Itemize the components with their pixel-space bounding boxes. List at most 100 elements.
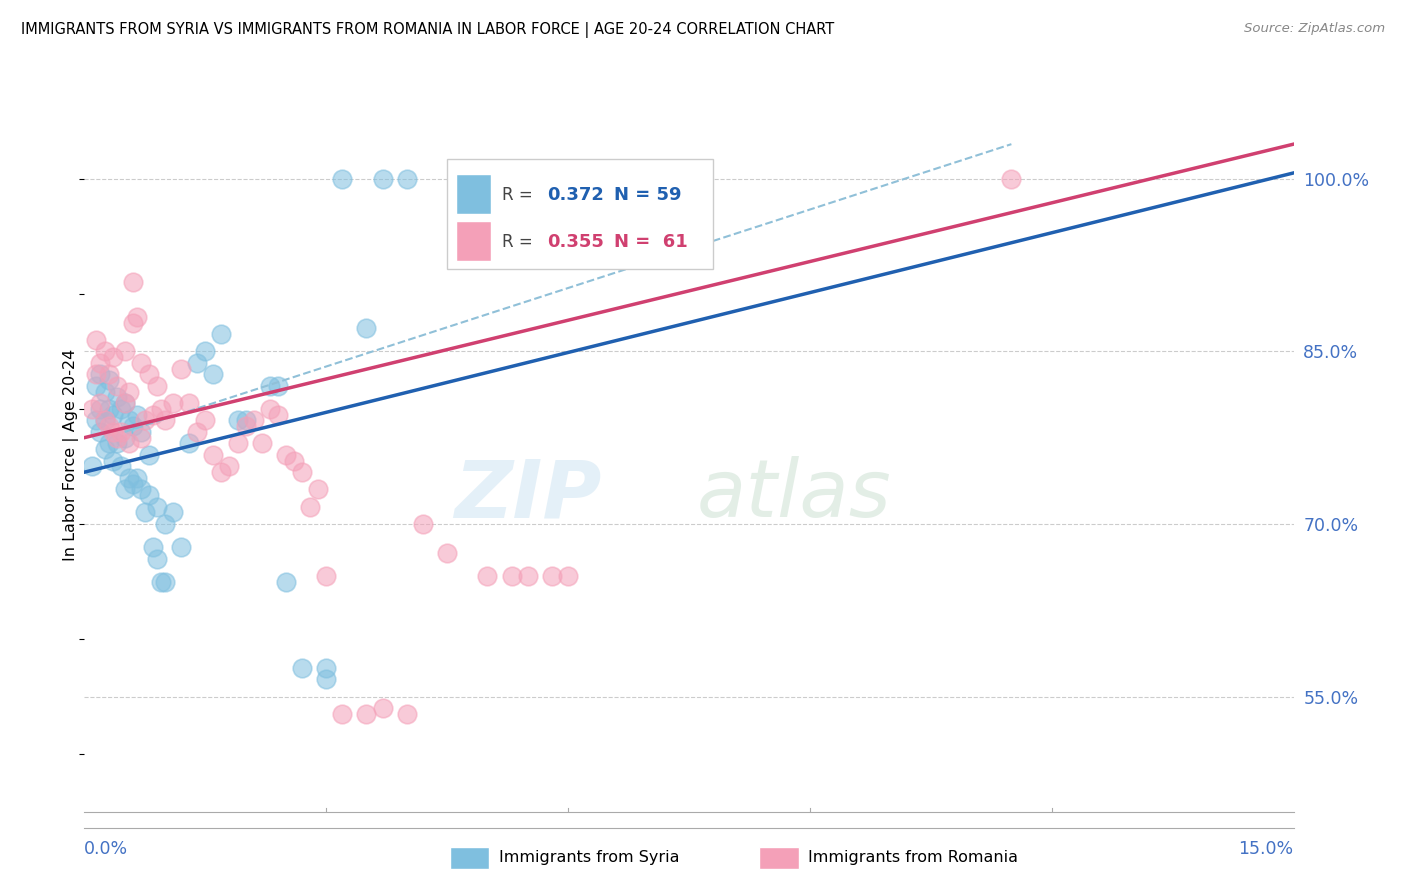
Point [129, 431, 152, 445]
Point [110, 425, 132, 439]
Y-axis label: In Labor Force | Age 20-24: In Labor Force | Age 20-24 [63, 349, 79, 561]
Point [86, 413, 108, 427]
Text: Immigrants from Syria: Immigrants from Syria [499, 850, 679, 864]
Point [105, 436, 128, 450]
Point [501, 568, 523, 582]
Point [291, 661, 314, 675]
Text: 0.355: 0.355 [547, 233, 605, 251]
Point [129, 356, 152, 370]
Point [114, 431, 136, 445]
Point [114, 396, 136, 410]
Point [557, 568, 579, 582]
Point [541, 568, 564, 582]
Point [477, 568, 499, 582]
Point [218, 459, 240, 474]
Point [86, 379, 108, 393]
Bar [457, 175, 491, 214]
Point [101, 425, 124, 439]
Point [138, 368, 160, 382]
Point [162, 396, 184, 410]
Point [129, 425, 152, 439]
Point [97, 436, 120, 450]
Point [114, 483, 136, 497]
Text: ZIP: ZIP [454, 456, 602, 534]
Point [356, 706, 378, 721]
Point [202, 448, 225, 462]
Point [162, 506, 184, 520]
Point [209, 327, 232, 342]
Point [129, 483, 152, 497]
Point [105, 379, 128, 393]
Point [436, 546, 458, 560]
Point [89, 425, 111, 439]
Point [242, 413, 264, 427]
Point [330, 706, 353, 721]
Point [330, 171, 353, 186]
Point [209, 465, 232, 479]
Point [146, 551, 169, 566]
Point [371, 171, 394, 186]
Point [259, 401, 281, 416]
Point [291, 465, 314, 479]
Point [125, 471, 148, 485]
Point [97, 401, 120, 416]
Point [138, 448, 160, 462]
Text: N =  61: N = 61 [614, 233, 688, 251]
Point [110, 401, 132, 416]
Text: IMMIGRANTS FROM SYRIA VS IMMIGRANTS FROM ROMANIA IN LABOR FORCE | AGE 20-24 CORR: IMMIGRANTS FROM SYRIA VS IMMIGRANTS FROM… [21, 22, 834, 38]
Point [93, 413, 115, 427]
Point [101, 350, 124, 364]
Point [153, 516, 176, 531]
Point [93, 442, 115, 457]
Point [395, 706, 418, 721]
Point [274, 448, 297, 462]
Bar [457, 221, 491, 260]
Text: Source: ZipAtlas.com: Source: ZipAtlas.com [1244, 22, 1385, 36]
Point [121, 419, 143, 434]
Point [259, 379, 281, 393]
Point [186, 425, 208, 439]
Point [516, 171, 538, 186]
Point [121, 316, 143, 330]
Point [110, 459, 132, 474]
Text: R =: R = [502, 233, 537, 251]
Point [146, 500, 169, 514]
Point [134, 413, 156, 427]
Text: 0.0%: 0.0% [84, 840, 128, 858]
Point [86, 333, 108, 347]
Point [93, 344, 115, 359]
Point [283, 453, 305, 467]
Point [274, 574, 297, 589]
Point [121, 275, 143, 289]
Text: Immigrants from Romania: Immigrants from Romania [808, 850, 1018, 864]
Point [118, 471, 141, 485]
Point [315, 568, 337, 582]
Point [299, 500, 322, 514]
Text: R =: R = [502, 186, 537, 204]
Point [226, 413, 249, 427]
Point [121, 476, 143, 491]
Point [86, 368, 108, 382]
Point [250, 436, 273, 450]
Point [125, 310, 148, 324]
Point [125, 408, 148, 422]
Point [89, 401, 111, 416]
Point [89, 368, 111, 382]
Point [114, 344, 136, 359]
Point [516, 568, 538, 582]
Text: 0.372: 0.372 [547, 186, 605, 204]
Point [179, 396, 201, 410]
Point [138, 488, 160, 502]
Point [267, 408, 290, 422]
Point [267, 379, 290, 393]
Point [101, 453, 124, 467]
Point [371, 701, 394, 715]
Point [235, 419, 257, 434]
Point [153, 413, 176, 427]
Point [82, 401, 104, 416]
Point [186, 356, 208, 370]
Point [118, 436, 141, 450]
Point [118, 384, 141, 399]
Point [1000, 171, 1022, 186]
Point [142, 408, 165, 422]
